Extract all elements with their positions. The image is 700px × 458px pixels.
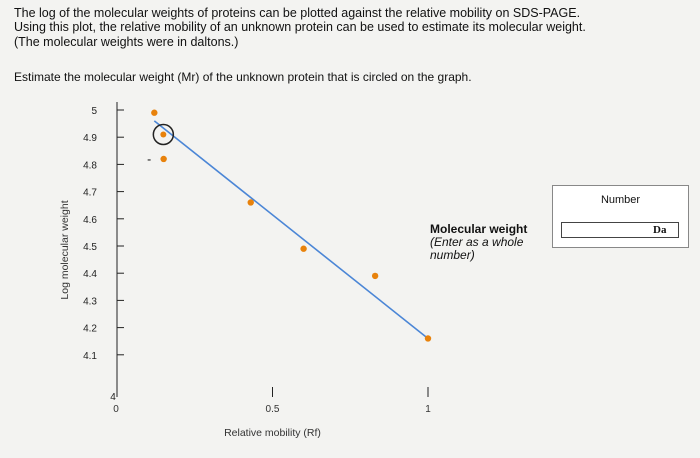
y-tick-label: 4.5 [83,242,97,253]
fit-line [153,120,429,340]
instruction-line-1: The log of the molecular weights of prot… [14,6,581,20]
x-tick-label: 0 [113,404,119,415]
data-point [424,335,432,342]
x-tick-label: 1 [425,404,431,415]
unit-label: Da [653,224,667,236]
instruction-line-3: (The molecular weights were in daltons.) [14,35,239,49]
data-point [247,199,254,206]
y-tick-label: 4.7 [83,188,97,199]
y-tick-label: 4 [110,392,116,403]
unknown-circle [152,123,175,146]
y-tick-label: 4.9 [83,133,97,144]
y-tick-label: 4.1 [83,351,97,362]
y-tick-label: 5 [91,106,97,117]
molecular-weight-input[interactable] [561,222,679,238]
number-column-header: Number [600,194,641,206]
data-point [300,245,307,252]
answer-box: Number [552,185,689,248]
y-axis-label: Log molecular weight [59,200,71,299]
data-point [371,272,379,280]
y-tick-label: 4.3 [83,296,97,307]
data-point [160,155,167,163]
x-axis-label: Relative mobility (Rf) [224,427,321,439]
answer-label: Molecular weight [430,222,528,236]
instruction-line-2: Using this plot, the relative mobility o… [14,20,586,34]
y-tick-label: 4.6 [83,215,97,226]
unknown-point [160,131,167,138]
y-tick-label: 4.8 [83,160,97,171]
data-point [151,109,158,116]
x-tick-label: 0.5 [266,404,280,415]
y-tick-label: 4.2 [83,324,97,335]
answer-hint: (Enter as a whole number) [430,235,524,262]
question-text: Estimate the molecular weight (Mr) of th… [14,70,472,84]
y-tick-label: 4.4 [83,269,97,280]
